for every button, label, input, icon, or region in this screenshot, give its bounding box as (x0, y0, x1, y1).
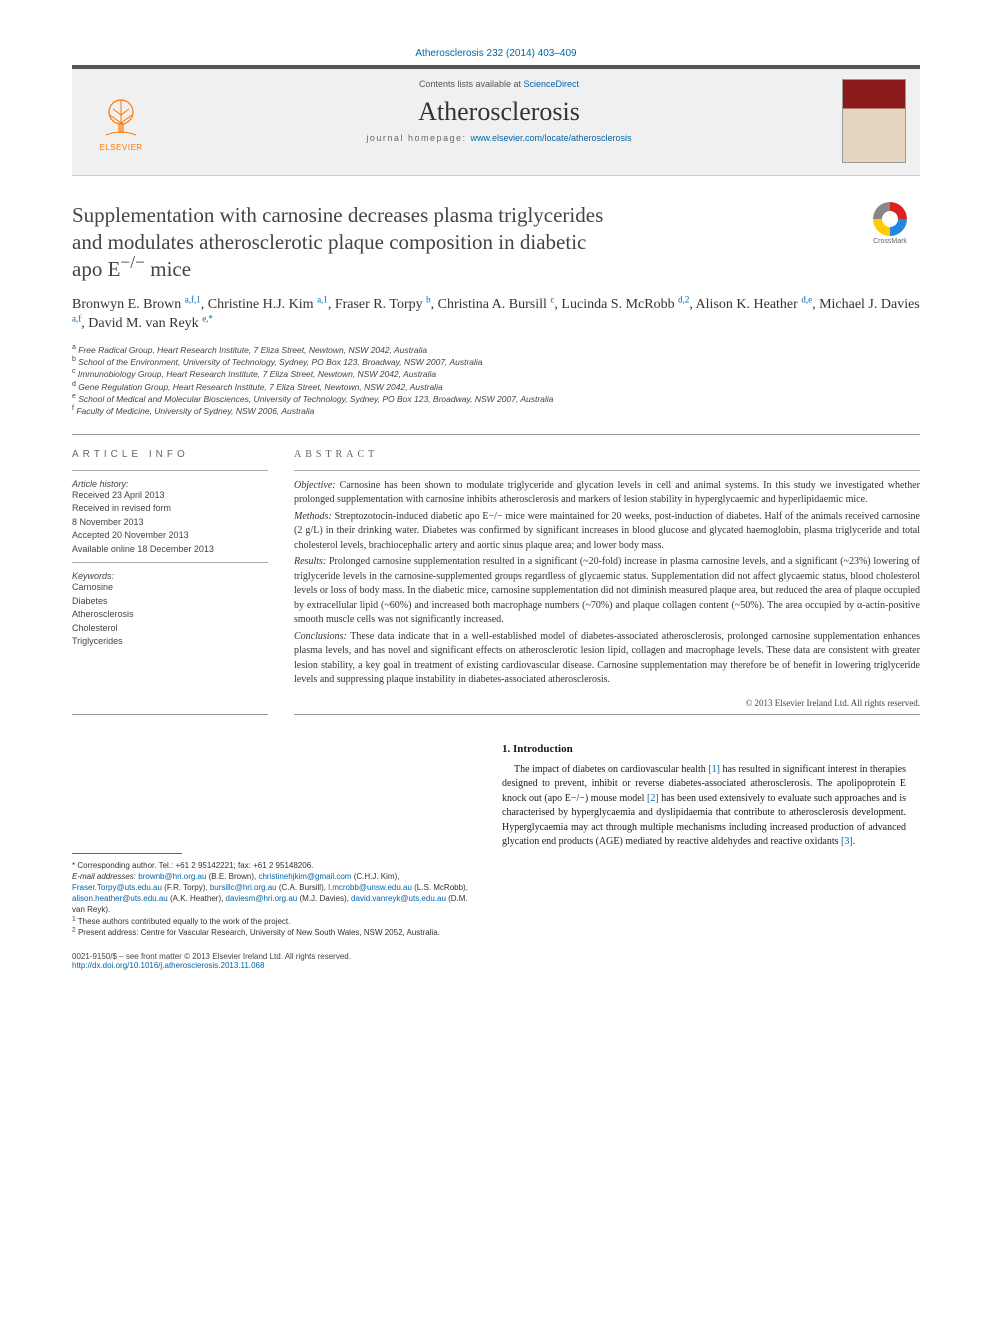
intro-text-a: The impact of diabetes on cardiovascular… (514, 764, 708, 775)
contents-available: Contents lists available at ScienceDirec… (170, 79, 828, 89)
title-line-1: Supplementation with carnosine decreases… (72, 203, 603, 227)
crossmark-icon (873, 202, 907, 236)
divider-top (72, 434, 920, 435)
email-link[interactable]: christinehjkim@gmail.com (258, 872, 351, 881)
abstract-methods: Methods: Streptozotocin-induced diabetic… (294, 510, 920, 554)
divider-info-bottom (72, 714, 268, 715)
abstract-conclusions: Conclusions: These data indicate that in… (294, 630, 920, 688)
abstract-heading: ABSTRACT (294, 449, 920, 460)
email-link[interactable]: alison.heather@uts.edu.au (72, 894, 168, 903)
divider-abstract-bottom (294, 714, 920, 715)
abstract-copyright: © 2013 Elsevier Ireland Ltd. All rights … (294, 698, 920, 708)
affiliations: a Free Radical Group, Heart Research Ins… (72, 344, 920, 418)
results-text: Prolonged carnosine supplementation resu… (294, 556, 920, 625)
ref-link-2[interactable]: [2] (647, 793, 659, 804)
homepage-prefix: journal homepage: (366, 133, 470, 143)
history-label: Article history: (72, 479, 268, 489)
journal-name: Atherosclerosis (170, 97, 828, 127)
title-line-3a: apo E (72, 257, 120, 281)
sciencedirect-link[interactable]: ScienceDirect (524, 79, 580, 89)
footnote-2-text: Present address: Centre for Vascular Res… (78, 928, 440, 937)
title-superscript: −/− (120, 252, 145, 272)
journal-cover-thumb[interactable] (842, 79, 906, 163)
email-link[interactable]: Fraser.Torpy@uts.edu.au (72, 883, 162, 892)
footnote-1-text: These authors contributed equally to the… (78, 917, 291, 926)
email-block: E-mail addresses: brownb@hri.org.au (B.E… (72, 871, 476, 916)
crossmark-label: CrossMark (860, 238, 920, 245)
journal-header: ELSEVIER Contents lists available at Sci… (72, 69, 920, 176)
abstract-results: Results: Prolonged carnosine supplementa… (294, 555, 920, 628)
objective-text: Carnosine has been shown to modulate tri… (294, 480, 920, 506)
intro-text-d: . (853, 836, 856, 847)
elsevier-label: ELSEVIER (99, 143, 142, 152)
issn-text: 0021-9150/$ – see front matter © 2013 El… (72, 952, 476, 961)
journal-homepage: journal homepage: www.elsevier.com/locat… (170, 133, 828, 143)
title-line-3b: mice (145, 257, 191, 281)
footnote-1: 1 These authors contributed equally to t… (72, 916, 476, 927)
doi-link[interactable]: http://dx.doi.org/10.1016/j.atherosclero… (72, 961, 264, 970)
email-link[interactable]: daviesm@hri.org.au (226, 894, 298, 903)
info-rule-2 (72, 562, 268, 563)
footnote-rule (72, 853, 182, 854)
issn-line: 0021-9150/$ – see front matter © 2013 El… (72, 952, 476, 970)
author-list: Bronwyn E. Brown a,f,1, Christine H.J. K… (72, 295, 920, 334)
email-link[interactable]: l.mcrobb@unsw.edu.au (328, 883, 412, 892)
title-line-2: and modulates atherosclerotic plaque com… (72, 230, 586, 254)
keywords-body: CarnosineDiabetesAtherosclerosisCholeste… (72, 581, 268, 649)
email-link[interactable]: bursillc@hri.org.au (210, 883, 277, 892)
elsevier-tree-icon (98, 95, 144, 141)
history-body: Received 23 April 2013Received in revise… (72, 489, 268, 557)
methods-label: Methods: (294, 511, 332, 522)
section-heading-intro: 1. Introduction (502, 743, 906, 755)
homepage-link[interactable]: www.elsevier.com/locate/atherosclerosis (470, 133, 631, 143)
intro-paragraph: The impact of diabetes on cardiovascular… (502, 763, 906, 850)
conclusions-label: Conclusions: (294, 631, 347, 642)
footnote-2: 2 Present address: Centre for Vascular R… (72, 927, 476, 938)
article-info-heading: ARTICLE INFO (72, 449, 268, 460)
keywords-label: Keywords: (72, 571, 268, 581)
methods-text: Streptozotocin-induced diabetic apo E−/−… (294, 511, 920, 551)
objective-label: Objective: (294, 480, 336, 491)
crossmark-badge[interactable]: CrossMark (860, 202, 920, 245)
email-link[interactable]: brownb@hri.org.au (138, 872, 206, 881)
email-link[interactable]: david.vanreyk@uts.edu.au (351, 894, 446, 903)
article-title: Supplementation with carnosine decreases… (72, 202, 848, 283)
results-label: Results: (294, 556, 326, 567)
contents-prefix: Contents lists available at (419, 79, 524, 89)
ref-link-1[interactable]: [1] (708, 764, 720, 775)
citation-line: Atherosclerosis 232 (2014) 403–409 (72, 48, 920, 59)
elsevier-logo[interactable]: ELSEVIER (91, 95, 151, 163)
abstract-objective: Objective: Carnosine has been shown to m… (294, 479, 920, 508)
ref-link-3[interactable]: [3] (841, 836, 853, 847)
info-rule-1 (72, 470, 268, 471)
article-info-column: ARTICLE INFO Article history: Received 2… (72, 449, 268, 708)
conclusions-text: These data indicate that in a well-estab… (294, 631, 920, 686)
abstract-column: ABSTRACT Objective: Carnosine has been s… (294, 449, 920, 708)
introduction-column: 1. Introduction The impact of diabetes o… (502, 743, 906, 970)
corresponding-author: * Corresponding author. Tel.: +61 2 9514… (72, 860, 476, 871)
abstract-rule (294, 470, 920, 471)
email-label: E-mail addresses: (72, 872, 136, 881)
footnote-column: * Corresponding author. Tel.: +61 2 9514… (72, 743, 476, 970)
